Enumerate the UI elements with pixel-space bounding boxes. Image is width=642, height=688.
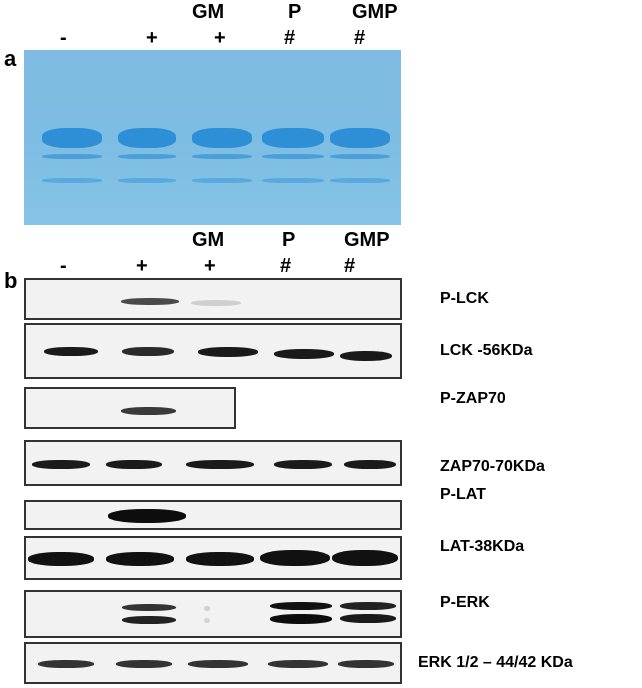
blot-label-p-lck: P-LCK bbox=[440, 290, 489, 307]
blot-band bbox=[186, 460, 254, 469]
blot-p-erk bbox=[24, 590, 402, 638]
blot-band bbox=[270, 614, 332, 624]
gel-minor-band bbox=[118, 154, 176, 159]
gel-minor-band bbox=[330, 154, 390, 159]
mark-a-2: + bbox=[146, 27, 158, 49]
header-gmp-b: GMP bbox=[344, 229, 390, 251]
gel-minor-band bbox=[262, 178, 324, 183]
blot-band bbox=[44, 347, 98, 356]
blot-band bbox=[260, 550, 330, 566]
header-gmp-a: GMP bbox=[352, 1, 398, 23]
blot-band bbox=[121, 407, 176, 415]
mark-b-1: - bbox=[60, 255, 67, 277]
blot-band bbox=[116, 660, 172, 668]
blot-p-zap70 bbox=[24, 387, 236, 429]
blot-band bbox=[38, 660, 94, 668]
blot-band bbox=[32, 460, 90, 469]
blot-label-erk: ERK 1/2 – 44/42 KDa bbox=[418, 654, 573, 671]
gel-lane-4 bbox=[262, 50, 324, 225]
gel-minor-band bbox=[192, 154, 252, 159]
blot-label-p-zap70: P-ZAP70 bbox=[440, 390, 506, 407]
blot-band bbox=[204, 606, 210, 611]
mark-b-3: + bbox=[204, 255, 216, 277]
blot-band bbox=[340, 614, 396, 623]
blot-p-lck bbox=[24, 278, 402, 320]
blot-band bbox=[122, 616, 176, 624]
blot-band bbox=[274, 460, 332, 469]
mark-a-3: + bbox=[214, 27, 226, 49]
mark-b-4: # bbox=[280, 255, 292, 277]
blot-lat bbox=[24, 536, 402, 580]
mark-b-5: # bbox=[344, 255, 356, 277]
gel-minor-band bbox=[192, 178, 252, 183]
blot-band bbox=[338, 660, 394, 668]
blot-band bbox=[268, 660, 328, 668]
blot-band bbox=[108, 509, 186, 523]
gel-minor-band bbox=[118, 178, 176, 183]
blot-zap70 bbox=[24, 440, 402, 486]
blot-band bbox=[188, 660, 248, 668]
gel-main-band bbox=[330, 128, 390, 148]
header-p-b: P bbox=[282, 229, 296, 251]
blot-band bbox=[344, 460, 396, 469]
blot-band bbox=[198, 347, 258, 357]
mark-a-4: # bbox=[284, 27, 296, 49]
header-gm-b: GM bbox=[192, 229, 225, 251]
blot-band bbox=[28, 552, 94, 566]
blot-band bbox=[122, 604, 176, 611]
mark-a-1: - bbox=[60, 27, 67, 49]
blot-band bbox=[340, 351, 392, 361]
blot-band bbox=[106, 460, 162, 469]
blot-band bbox=[106, 552, 174, 566]
gel-lane-2 bbox=[118, 50, 176, 225]
blot-band bbox=[332, 550, 398, 566]
blot-erk bbox=[24, 642, 402, 684]
blot-label-zap70: ZAP70-70KDa bbox=[440, 458, 545, 475]
blot-band bbox=[340, 602, 396, 610]
blot-band bbox=[204, 618, 210, 623]
gel-lane-5 bbox=[330, 50, 390, 225]
blot-band bbox=[274, 349, 334, 359]
header-p-a: P bbox=[288, 1, 302, 23]
blot-p-lat bbox=[24, 500, 402, 530]
coomassie-gel bbox=[24, 50, 401, 225]
panel-letter-a: a bbox=[4, 46, 17, 71]
gel-minor-band bbox=[330, 178, 390, 183]
panel-letter-b: b bbox=[4, 268, 18, 293]
blot-label-lck: LCK -56KDa bbox=[440, 342, 533, 359]
blot-band bbox=[186, 552, 254, 566]
mark-b-2: + bbox=[136, 255, 148, 277]
gel-main-band bbox=[262, 128, 324, 148]
header-gm-a: GM bbox=[192, 1, 225, 23]
gel-main-band bbox=[42, 128, 102, 148]
gel-lane-3 bbox=[192, 50, 252, 225]
blot-band bbox=[191, 300, 241, 306]
gel-minor-band bbox=[42, 178, 102, 183]
blot-label-p-lat: P-LAT bbox=[440, 486, 486, 503]
blot-label-p-erk: P-ERK bbox=[440, 594, 490, 611]
mark-a-5: # bbox=[354, 27, 366, 49]
blot-band bbox=[121, 298, 179, 305]
blot-band bbox=[122, 347, 174, 356]
gel-lane-1 bbox=[42, 50, 102, 225]
blot-band bbox=[270, 602, 332, 610]
gel-minor-band bbox=[262, 154, 324, 159]
gel-main-band bbox=[192, 128, 252, 148]
gel-main-band bbox=[118, 128, 176, 148]
gel-minor-band bbox=[42, 154, 102, 159]
blot-label-lat: LAT-38KDa bbox=[440, 538, 525, 555]
blot-lck bbox=[24, 323, 402, 379]
